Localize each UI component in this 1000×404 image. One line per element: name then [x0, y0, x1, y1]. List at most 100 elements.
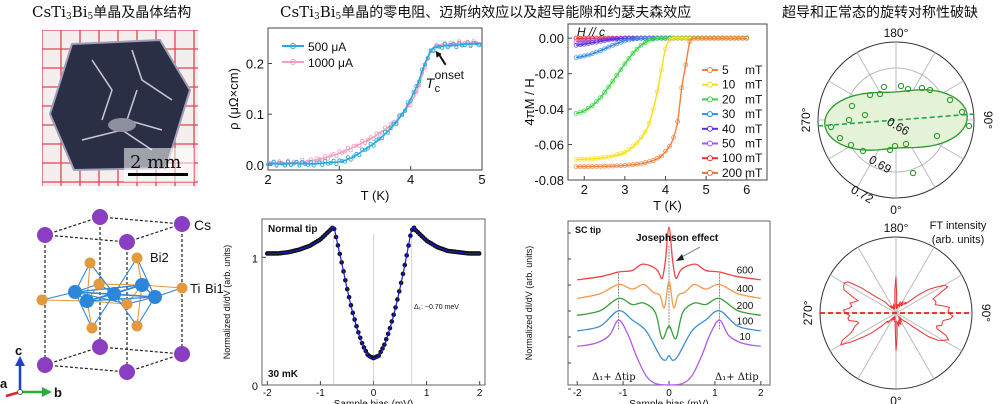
data-point	[414, 84, 419, 89]
data-point	[368, 135, 373, 140]
data-point	[634, 46, 640, 52]
data-point	[397, 114, 402, 119]
data-point	[417, 79, 422, 84]
data-point	[638, 135, 644, 140]
data-point	[457, 40, 462, 45]
data-point	[886, 146, 894, 154]
data-point	[283, 163, 288, 168]
x-tick-label: 1	[424, 388, 430, 399]
data-point	[859, 147, 867, 155]
unit-cell-edge	[44, 234, 128, 243]
b-axis-label: b	[54, 385, 62, 400]
data-point	[345, 145, 350, 150]
polar-ft-chart: 180° 90° 0° 270° FT intensity (arb. units)	[801, 220, 993, 404]
data-point	[348, 148, 353, 153]
legend-value: 5	[722, 63, 729, 77]
data-point	[365, 137, 370, 142]
crystal-facet-lines	[81, 49, 173, 151]
data-point	[630, 50, 636, 56]
panel1-title: CsTi3Bi5单晶及晶体结构	[32, 2, 191, 22]
bi-atom	[86, 322, 98, 334]
tc-arrow	[437, 53, 447, 66]
scale-bar	[128, 173, 188, 176]
cs-atom	[174, 216, 190, 232]
legend-unit: mT	[745, 107, 763, 121]
x-tick-label: -1	[619, 388, 628, 399]
data-point	[348, 157, 353, 162]
data-point	[411, 90, 416, 95]
field-direction-label: H // c	[577, 25, 605, 39]
formula-sub: 3	[65, 12, 72, 22]
angle-label-270: 270°	[801, 300, 815, 325]
data-point	[614, 41, 620, 47]
data-point	[363, 140, 368, 145]
a-axis-label: a	[0, 376, 8, 391]
fit-line	[267, 225, 480, 359]
data-point	[667, 143, 672, 149]
data-point	[679, 85, 685, 91]
data-point	[277, 159, 282, 164]
formula-sub: 5	[87, 12, 94, 22]
data-point	[946, 96, 954, 104]
ti-atom	[148, 290, 162, 304]
data-point	[618, 67, 624, 73]
data-point	[880, 83, 888, 91]
angle-label-0: 0°	[890, 203, 902, 217]
data-point	[328, 160, 333, 165]
y-tick-label: 0.1	[246, 107, 264, 122]
josephson-arrow	[679, 246, 701, 259]
data-point	[345, 155, 350, 160]
data-point	[634, 140, 640, 146]
legend-value: 20	[722, 92, 736, 106]
cs-atom	[92, 209, 108, 225]
radial-label: 0.72	[849, 182, 877, 206]
data-point	[638, 42, 644, 48]
data-point	[442, 40, 447, 45]
x-axis-label: T (K)	[361, 188, 390, 203]
bi2-label: Bi2	[150, 250, 169, 265]
data-point	[589, 103, 595, 108]
data-point	[462, 43, 467, 48]
data-point	[368, 141, 373, 146]
unit-cell-edge	[126, 223, 183, 243]
data-point	[891, 142, 899, 150]
data-point	[357, 143, 362, 148]
y-tick-label: 1	[252, 253, 258, 265]
x-axis-label: Sample bias (mV)	[629, 399, 708, 404]
x-tick-label: -2	[573, 388, 582, 399]
y-tick-label: 0.2	[246, 57, 264, 72]
data-point	[642, 129, 648, 135]
unit-cell-edge	[126, 353, 183, 373]
data-point	[363, 148, 368, 153]
bi-atom	[176, 282, 188, 294]
series-line	[577, 319, 761, 386]
data-point	[300, 157, 305, 162]
data-point	[374, 138, 379, 143]
y-axis-label: Normalized dI/dV (arb. units)	[222, 245, 232, 360]
series-label: 200	[737, 301, 754, 312]
cs-atom	[37, 357, 53, 373]
tc-sup: onset	[435, 68, 465, 82]
data-point	[323, 153, 328, 158]
data-point	[334, 162, 339, 167]
data-point	[285, 159, 290, 164]
data-point	[445, 45, 450, 50]
gap-label-left: Δ₁+ Δtip	[592, 372, 636, 383]
legend-marker	[707, 125, 713, 132]
legend-marker	[707, 155, 713, 162]
legend-label: 500 μA	[308, 40, 346, 54]
data-point	[471, 39, 476, 44]
data-point	[630, 143, 636, 149]
b-axis-arrowhead	[42, 387, 52, 397]
tc-label: T	[426, 75, 436, 91]
data-point	[323, 158, 328, 163]
bond	[136, 257, 156, 298]
data-point	[425, 56, 430, 61]
legend-unit: mT	[745, 78, 763, 92]
unit-cell-edge	[44, 364, 128, 373]
data-point	[451, 42, 456, 47]
tip-type-label: SC tip	[575, 225, 602, 235]
data-point	[610, 78, 616, 84]
series-line	[577, 226, 761, 281]
data-point	[744, 35, 750, 41]
